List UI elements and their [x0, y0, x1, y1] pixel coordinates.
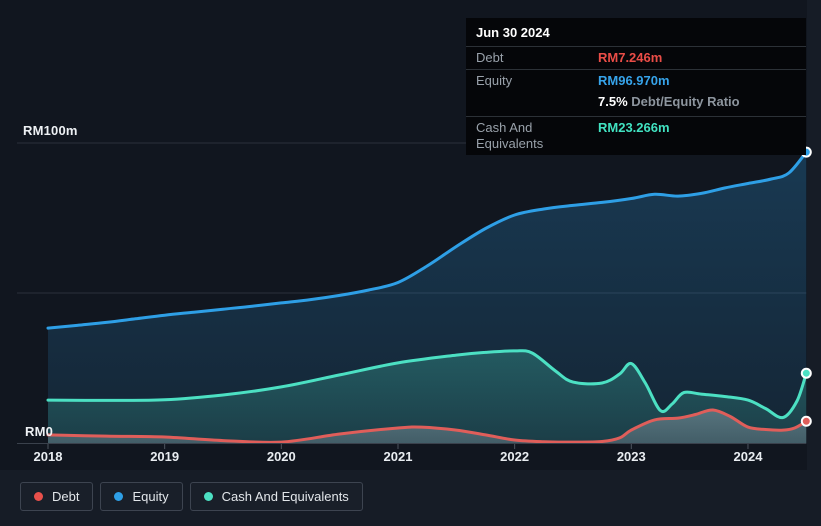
tooltip-debt-label: Debt [476, 50, 504, 65]
tooltip-debt-value: RM7.246m [598, 50, 663, 65]
equity-line [46, 150, 808, 330]
tooltip-cash-label: Cash And Equivalents [476, 120, 544, 151]
y-axis-label-bottom: RM0 [25, 424, 54, 439]
tooltip-equity-row: Equity RM96.970m [466, 69, 806, 92]
x-axis-label-2024: 2024 [733, 449, 763, 464]
tooltip-date: Jun 30 2024 [476, 25, 550, 40]
chart-legend: Debt Equity Cash And Equivalents [20, 482, 363, 511]
cash-color-dot-icon [203, 492, 213, 501]
legend-item-debt[interactable]: Debt [20, 482, 94, 511]
x-axis-label-2018: 2018 [33, 449, 63, 464]
legend-equity-label: Equity [132, 489, 169, 504]
tooltip-equity-label: Equity [476, 73, 513, 88]
debt-line [46, 408, 808, 444]
tooltip-ratio-caption: Debt/Equity Ratio [631, 94, 740, 109]
debt-color-dot-icon [34, 492, 43, 501]
y-axis-label-top: RM100m [23, 123, 78, 138]
legend-cash-label: Cash And Equivalents [221, 489, 349, 504]
equity-area [48, 152, 807, 443]
tooltip-cash-row: Cash And Equivalents RM23.266m [466, 116, 806, 155]
tooltip-debt-row: Debt RM7.246m [466, 46, 806, 69]
x-axis-label-2023: 2023 [616, 449, 646, 464]
legend-item-cash[interactable]: Cash And Equivalents [189, 482, 363, 511]
legend-item-equity[interactable]: Equity [100, 482, 183, 511]
debt-end-marker [800, 415, 812, 427]
tooltip-equity-value: RM96.970m [598, 73, 670, 88]
debt-area [48, 409, 807, 443]
tooltip-cash-value: RM23.266m [598, 120, 670, 135]
x-axis-label-2021: 2021 [383, 449, 413, 464]
cash-line [46, 349, 808, 420]
tooltip-ratio-percent: 7.5% [598, 94, 628, 109]
tooltip-debt-equity-ratio: 7.5% Debt/Equity Ratio [466, 92, 806, 116]
x-axis-label-2022: 2022 [500, 449, 530, 464]
date-tooltip: Jun 30 2024 Debt RM7.246m Equity RM96.97… [466, 18, 806, 155]
legend-debt-label: Debt [52, 489, 80, 504]
equity-color-dot-icon [114, 492, 124, 501]
x-axis-label-2019: 2019 [150, 449, 180, 464]
x-axis-label-2020: 2020 [266, 449, 296, 464]
cash-end-marker [800, 367, 812, 379]
cash-area [48, 350, 807, 443]
